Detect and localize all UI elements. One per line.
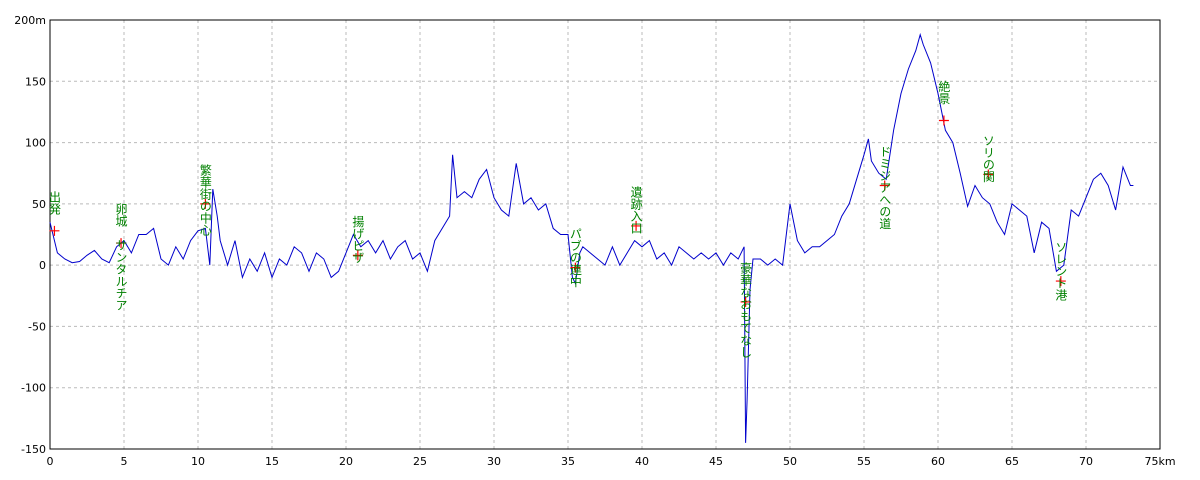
- x-tick-label: 70: [1079, 455, 1093, 468]
- x-tick-label: 35: [561, 455, 575, 468]
- y-tick-label: 50: [32, 198, 46, 211]
- y-tick-label: 100: [25, 137, 46, 150]
- marker: [631, 220, 642, 231]
- marker-label: 揚げピザ: [351, 215, 365, 263]
- x-tick-label: 60: [931, 455, 945, 468]
- x-tick-label: 20: [339, 455, 353, 468]
- x-tick-label: 15: [265, 455, 279, 468]
- y-tick-label: 150: [25, 75, 46, 88]
- marker-label: 豪華なおもてなし: [739, 260, 753, 357]
- x-tick-label: 55: [857, 455, 871, 468]
- marker: [740, 296, 751, 307]
- marker-label: 絶景: [937, 79, 951, 104]
- marker-label: ドミジアへの道: [878, 145, 892, 229]
- marker: [49, 225, 60, 236]
- x-tick-label: 0: [47, 455, 54, 468]
- y-tick-label: 200m: [14, 14, 46, 27]
- marker: [983, 169, 994, 180]
- x-tick-label: 40: [635, 455, 649, 468]
- marker-label: 卵城 サンタルチア: [114, 203, 128, 311]
- marker: [879, 180, 890, 191]
- marker-label: ソレント港: [1054, 241, 1068, 301]
- marker: [200, 198, 211, 209]
- y-tick-label: -100: [21, 382, 46, 395]
- y-tick-label: -50: [28, 320, 46, 333]
- x-tick-label: 75km: [1144, 455, 1175, 468]
- x-tick-label: 45: [709, 455, 723, 468]
- marker: [1055, 276, 1066, 287]
- marker-label: 遺跡入口: [629, 184, 643, 233]
- x-tick-label: 30: [487, 455, 501, 468]
- marker: [352, 250, 363, 261]
- x-tick-label: 5: [121, 455, 128, 468]
- x-tick-label: 25: [413, 455, 427, 468]
- x-tick-label: 65: [1005, 455, 1019, 468]
- elevation-line: [49, 32, 1134, 443]
- marker-label: パブの連中: [568, 227, 582, 287]
- marker-label: 繁華街の中心: [198, 162, 212, 235]
- y-tick-label: 0: [39, 259, 46, 272]
- x-tick-label: 10: [191, 455, 205, 468]
- marker-label: ソリの関: [981, 134, 995, 182]
- marker: [938, 115, 949, 126]
- marker: [116, 238, 127, 249]
- x-tick-label: 50: [783, 455, 797, 468]
- plot-frame: [49, 19, 1161, 450]
- marker-label: 出発: [47, 190, 61, 214]
- y-tick-label: -150: [21, 443, 46, 456]
- marker: [570, 262, 581, 273]
